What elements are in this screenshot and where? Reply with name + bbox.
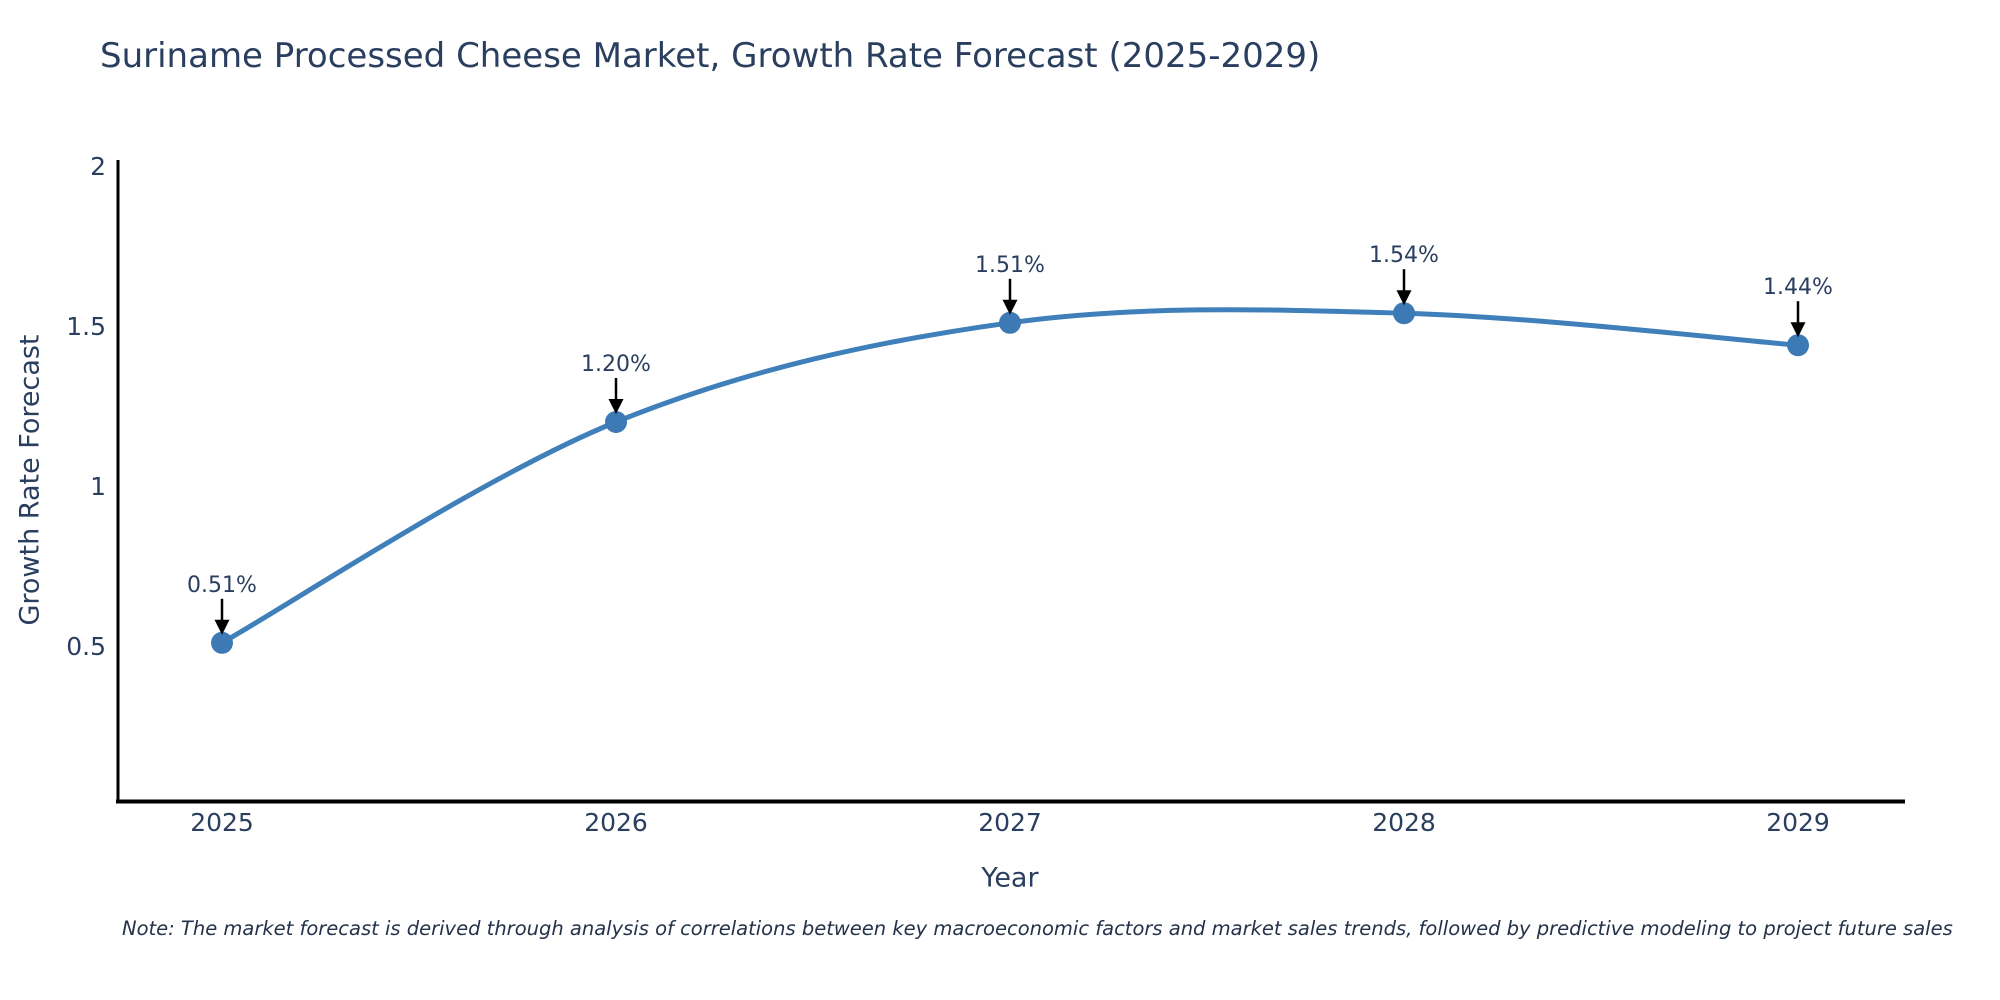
point-value-label: 1.54%: [1369, 243, 1439, 268]
annotation-arrowhead: [608, 399, 624, 414]
annotation-arrowhead: [1002, 299, 1018, 315]
point-value-label: 0.51%: [187, 573, 257, 598]
y-tick-label: 0.5: [66, 632, 106, 661]
data-point-marker: [1787, 334, 1809, 357]
point-value-label: 1.51%: [975, 253, 1045, 278]
annotation-arrowhead: [214, 619, 230, 635]
x-tick-label: 2027: [978, 808, 1042, 837]
y-tick-label: 2: [90, 152, 106, 181]
point-value-label: 1.44%: [1763, 275, 1833, 300]
x-tick-label: 2028: [1372, 808, 1436, 837]
footnote: Note: The market forecast is derived thr…: [122, 917, 1953, 940]
x-axis-title: Year: [981, 862, 1039, 894]
point-value-label: 1.20%: [581, 352, 651, 377]
x-tick-label: 2029: [1766, 808, 1830, 837]
data-point-marker: [211, 631, 233, 654]
x-tick-label: 2025: [190, 808, 254, 837]
annotation-arrowhead: [1396, 290, 1412, 306]
data-point-marker: [1393, 302, 1415, 325]
forecast-line: [219, 307, 1801, 646]
annotation-arrowhead: [1790, 322, 1806, 338]
chart-title: Suriname Processed Cheese Market, Growth…: [100, 36, 1321, 76]
data-point-marker: [999, 311, 1021, 334]
data-point-marker: [605, 411, 627, 433]
y-tick-label: 1.5: [66, 312, 106, 341]
y-tick-label: 1: [90, 472, 106, 501]
x-tick-label: 2026: [584, 808, 648, 837]
